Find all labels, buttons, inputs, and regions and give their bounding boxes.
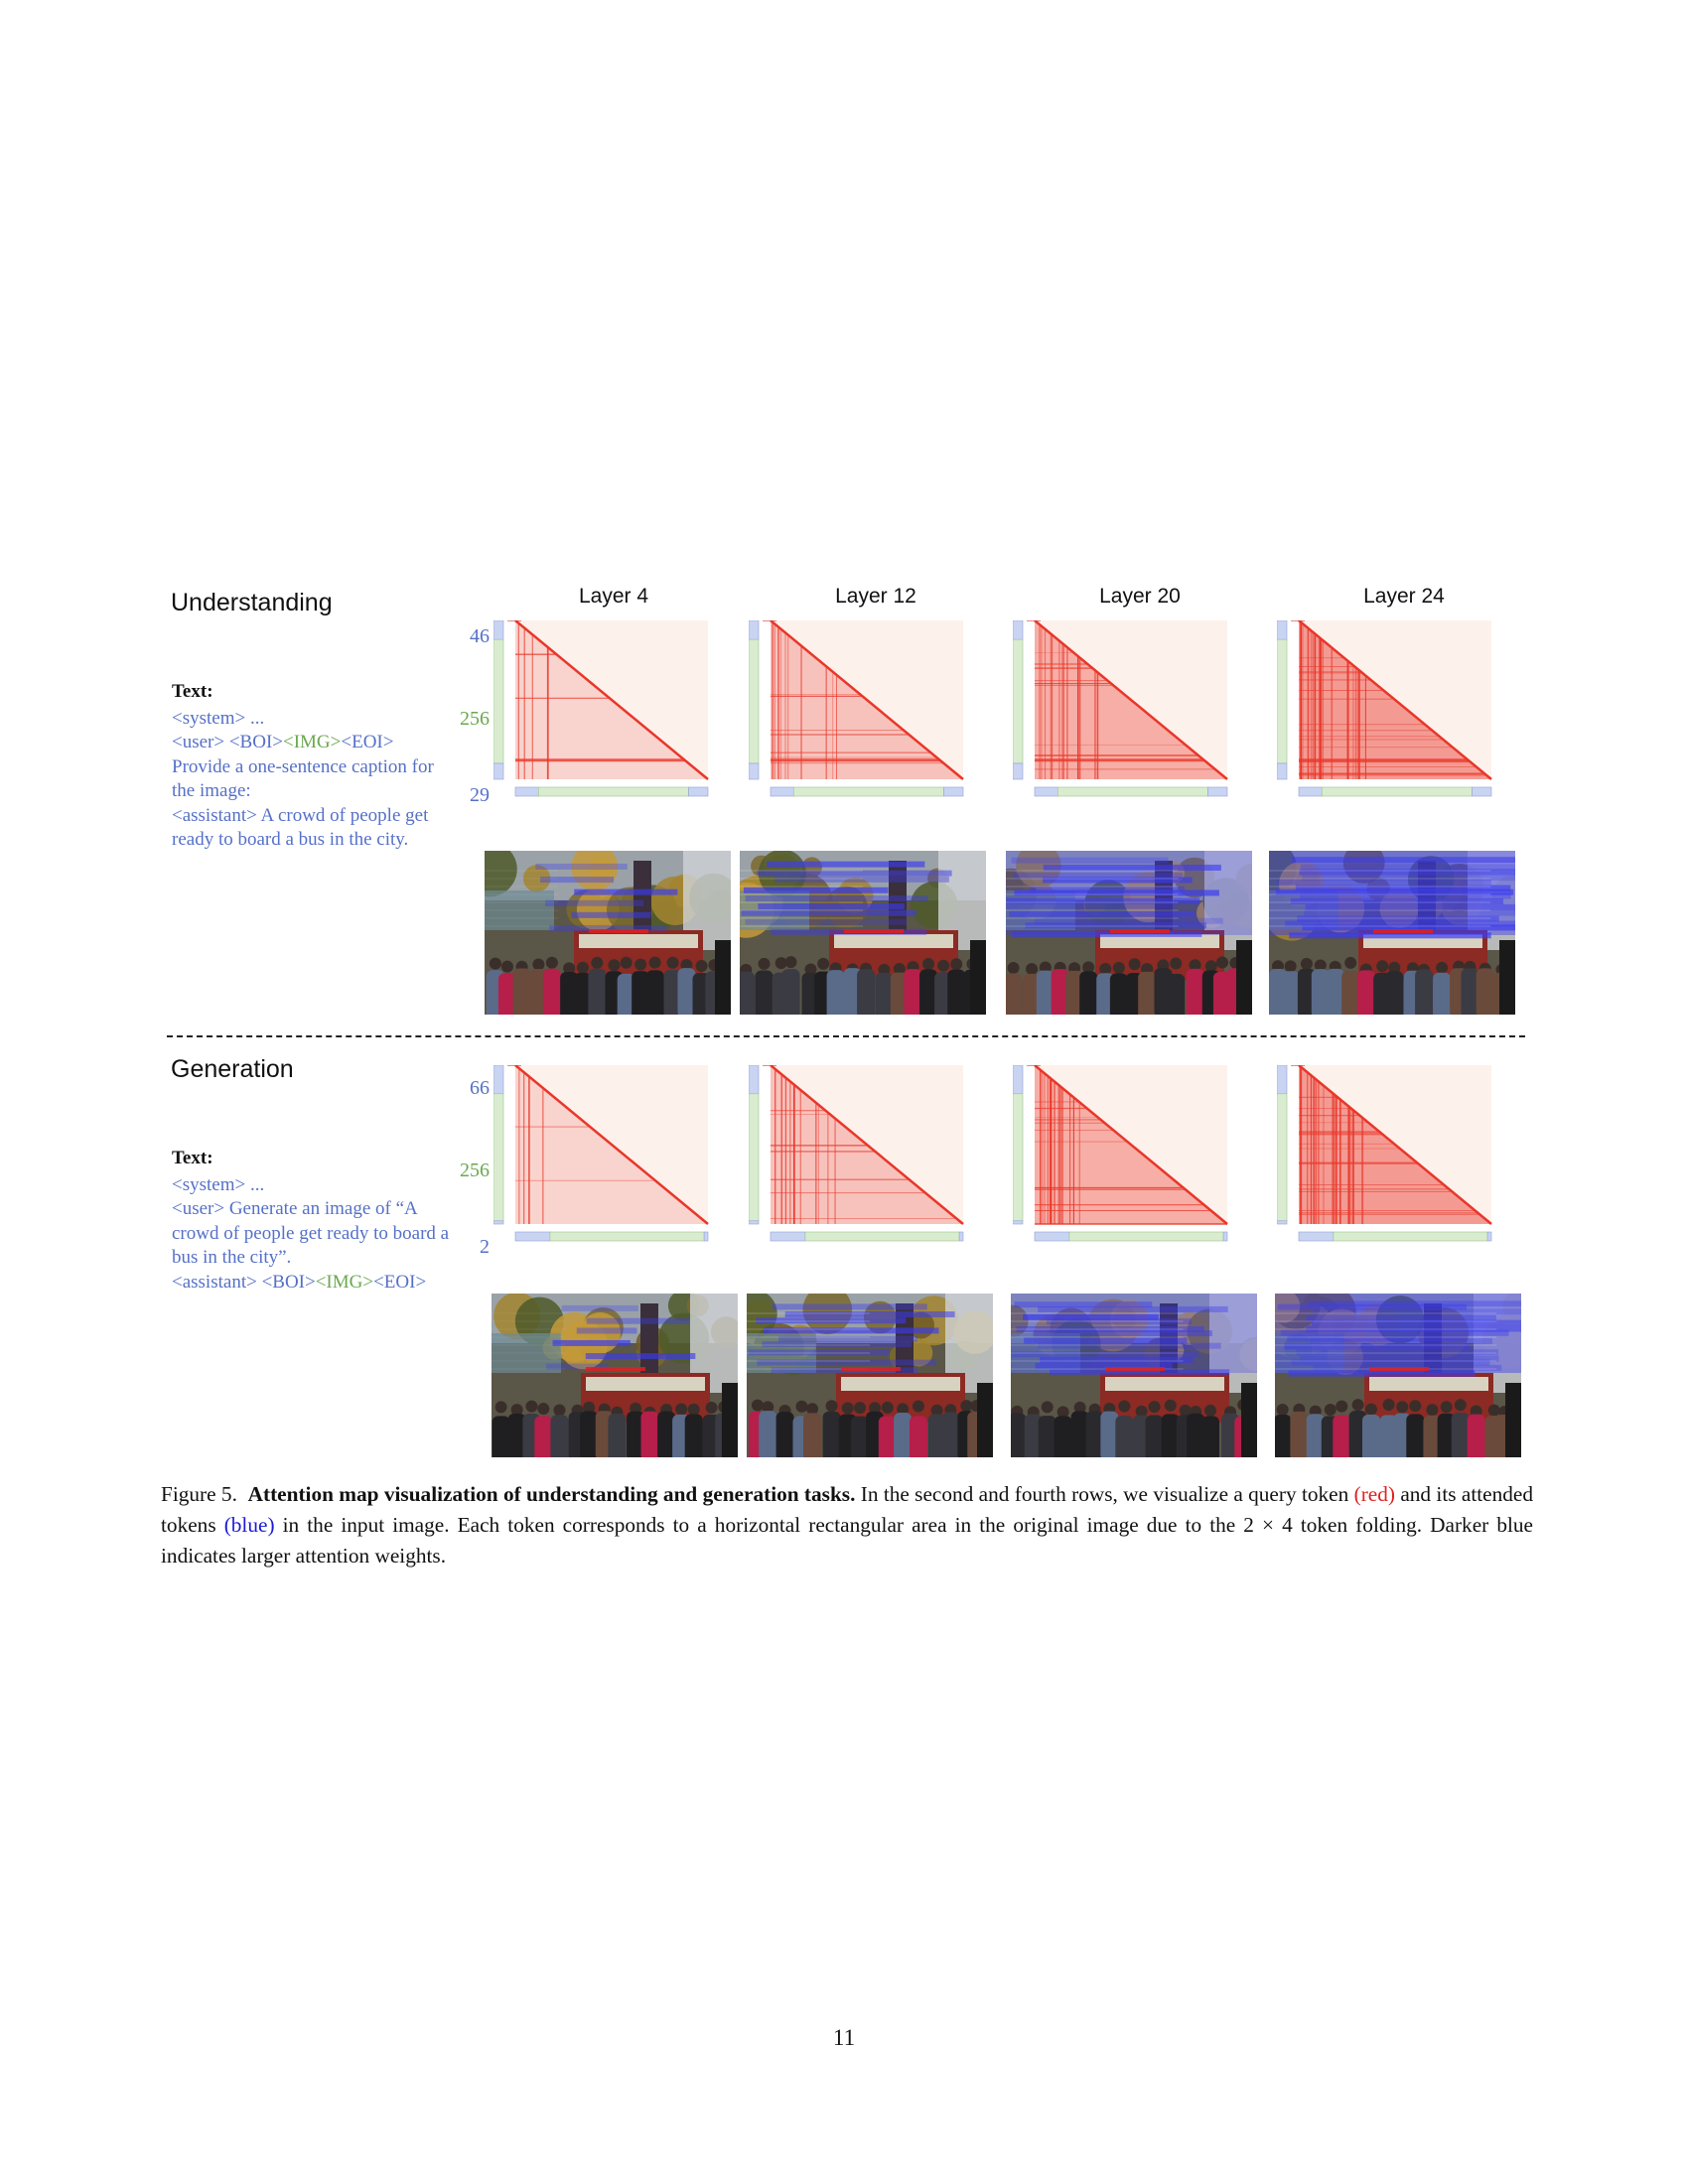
prompt-token-text: <assistant> A crowd of people get ready …	[172, 804, 429, 851]
understanding-prompt-lines: <system> ... <user> <BOI><IMG><EOI> Provid…	[172, 707, 460, 853]
understanding-photo-layer-4	[485, 851, 731, 1015]
understanding-axis-top: 46	[470, 625, 490, 647]
generation-photo-layer-24	[1275, 1294, 1521, 1457]
caption-prefix: Figure 5.	[161, 1482, 237, 1506]
generation-prompt-lines: <system> ... <user> Generate an image of …	[172, 1173, 460, 1296]
caption-text-3: in the input image. Each token correspon…	[161, 1513, 1533, 1568]
understanding-axis-bottom: 29	[470, 784, 490, 806]
caption-red-label: (red)	[1353, 1482, 1395, 1506]
generation-axis-bottom: 2	[480, 1236, 490, 1258]
prompt-token-text: Provide a one-sentence caption for the i…	[172, 755, 434, 802]
generation-photo-layer-4	[492, 1294, 738, 1457]
understanding-text-block: Text: <system> ... <user> <BOI><IMG><EOI>…	[172, 680, 460, 853]
prompt-line: <user> Generate an image of “A crowd of …	[172, 1197, 460, 1271]
generation-photo-layer-20	[1011, 1294, 1257, 1457]
understanding-axis-mid: 256	[460, 708, 490, 730]
understanding-attention-map-layer-12	[749, 620, 965, 809]
generation-title: Generation	[171, 1055, 294, 1083]
prompt-token-text: <user> <BOI>	[172, 732, 283, 752]
understanding-photo-layer-20	[1006, 851, 1252, 1015]
layer-title-4: Layer 4	[578, 585, 649, 608]
generation-axis-top: 66	[470, 1077, 490, 1099]
page-number: 11	[832, 2025, 856, 2050]
generation-axis-mid: 256	[460, 1160, 490, 1181]
understanding-attention-map-layer-4	[493, 620, 710, 809]
figure-caption: Figure 5. Attention map visualization of…	[161, 1479, 1533, 1571]
caption-text-2: and its attended tokens	[161, 1482, 1534, 1537]
layer-title-12: Layer 12	[835, 585, 916, 608]
understanding-photo-layer-24	[1269, 851, 1515, 1015]
caption-blue-label: (blue)	[223, 1513, 275, 1537]
generation-attention-map-layer-12	[749, 1065, 965, 1254]
generation-photo-layer-12	[747, 1294, 993, 1457]
prompt-line: Provide a one-sentence caption for the i…	[172, 755, 460, 804]
generation-attention-map-layer-20	[1013, 1065, 1229, 1254]
caption-text-1: In the second and fourth rows, we visual…	[855, 1482, 1354, 1506]
understanding-title: Understanding	[171, 589, 333, 616]
layer-title-24: Layer 24	[1363, 585, 1445, 608]
prompt-token-text: <IMG>	[315, 1271, 374, 1293]
prompt-token-text: <assistant> <BOI>	[172, 1271, 316, 1293]
generation-text-block: Text: <system> ... <user> Generate an ima…	[172, 1147, 460, 1295]
prompt-line: <system> ...	[172, 707, 460, 732]
caption-bold-title: Attention map visualization of understan…	[247, 1482, 856, 1506]
prompt-token-text: <system> ...	[172, 707, 265, 729]
prompt-token-text: <user> Generate an image of “A crowd of …	[172, 1198, 450, 1268]
prompt-token-text: <EOI>	[341, 732, 394, 752]
prompt-token-text: <EOI>	[373, 1271, 427, 1293]
prompt-line: <system> ...	[172, 1173, 460, 1198]
understanding-attention-map-layer-24	[1277, 620, 1493, 809]
prompt-line: <user> <BOI><IMG><EOI>	[172, 731, 460, 755]
prompt-line: <assistant> <BOI><IMG><EOI>	[172, 1271, 460, 1296]
text-label: Text:	[172, 1148, 213, 1168]
layer-title-20: Layer 20	[1099, 585, 1181, 608]
generation-attention-map-layer-4	[493, 1065, 710, 1254]
understanding-photo-layer-12	[740, 851, 986, 1015]
generation-attention-map-layer-24	[1277, 1065, 1493, 1254]
prompt-line: <assistant> A crowd of people get ready …	[172, 804, 460, 853]
prompt-token-text: <IMG>	[283, 732, 342, 752]
prompt-token-text: <system> ...	[172, 1173, 265, 1195]
text-label: Text:	[172, 681, 213, 702]
understanding-attention-map-layer-20	[1013, 620, 1229, 809]
section-divider	[167, 1035, 1525, 1037]
